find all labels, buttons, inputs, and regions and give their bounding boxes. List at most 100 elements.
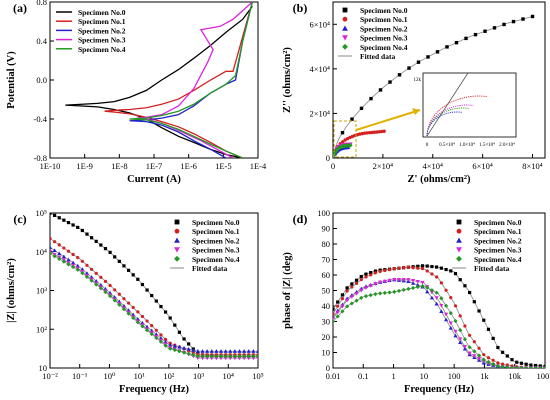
data-point [443, 312, 449, 317]
data-point [214, 354, 219, 359]
data-point [50, 236, 52, 241]
data-point [345, 286, 349, 290]
data-point [354, 278, 359, 282]
y-tick-label: 80 [322, 239, 331, 249]
data-point [435, 275, 439, 279]
x-tick-label: 10² [163, 371, 175, 381]
data-point [411, 266, 415, 270]
data-point [505, 354, 509, 358]
fitted-line [333, 265, 545, 367]
data-point [388, 80, 392, 84]
data-point [467, 351, 472, 356]
data-point [435, 265, 439, 269]
data-point [186, 346, 191, 351]
x-tick-label: 1E-4 [250, 161, 267, 171]
data-point [71, 223, 75, 227]
series-line [129, 2, 253, 158]
data-point [521, 17, 525, 21]
data-point [406, 286, 411, 291]
series-line [129, 2, 253, 158]
data-point [172, 343, 177, 348]
data-point [430, 272, 434, 276]
data-point [342, 25, 348, 31]
inset-x-tick: 0.5×10⁴ [439, 142, 455, 148]
data-point [251, 349, 256, 353]
data-point [135, 320, 140, 325]
data-point [340, 304, 345, 309]
data-point [94, 239, 98, 243]
legend-label: Specimen No.4 [474, 255, 522, 264]
data-point [491, 361, 496, 367]
data-point [350, 282, 354, 286]
y-tick-label: 70 [322, 255, 331, 265]
series-line [65, 5, 253, 158]
data-point [519, 361, 524, 365]
data-point [342, 35, 348, 41]
data-point [462, 344, 468, 349]
fitted-line [333, 266, 545, 368]
data-point [354, 281, 359, 285]
data-point [75, 267, 80, 272]
zoom-box [333, 120, 357, 158]
data-point [501, 350, 505, 354]
y-tick-label: 10² [36, 324, 48, 334]
data-point [99, 275, 103, 279]
data-point [434, 290, 439, 295]
data-point [456, 247, 462, 253]
zoom-arrow [355, 109, 421, 131]
x-axis-label: Z' (ohms/cm²) [408, 174, 471, 185]
data-point [429, 295, 435, 300]
data-point [416, 60, 421, 64]
data-point [439, 266, 443, 270]
data-point [163, 337, 168, 342]
data-point [373, 292, 378, 297]
data-point [410, 281, 416, 285]
data-point [369, 273, 373, 277]
data-point [364, 275, 368, 279]
data-point [528, 365, 533, 368]
x-tick-label: 1E-6 [180, 161, 197, 171]
data-point [439, 281, 443, 285]
data-point [458, 278, 462, 282]
data-point [174, 247, 180, 253]
inset-frame [422, 72, 517, 138]
y-tick-label: 6×10⁴ [309, 19, 330, 29]
data-point [505, 365, 510, 368]
data-point [429, 288, 435, 293]
data-point [340, 309, 345, 314]
data-point [174, 255, 180, 262]
y-tick-label: 60 [322, 270, 331, 280]
data-point [373, 269, 377, 273]
data-point [168, 316, 172, 320]
data-point [486, 359, 491, 365]
y-tick-label: 30 [322, 317, 331, 327]
data-point [369, 96, 373, 101]
data-point [378, 280, 383, 285]
data-point [85, 232, 89, 236]
data-point [340, 130, 345, 135]
data-point [463, 324, 467, 328]
data-point [191, 348, 196, 352]
data-point [66, 257, 71, 262]
data-point [126, 268, 131, 272]
data-point [542, 365, 545, 368]
data-point [177, 349, 182, 354]
data-point [94, 271, 98, 275]
data-point [387, 267, 392, 272]
data-point [462, 337, 468, 342]
legend-label: Specimen No.1 [78, 17, 126, 26]
data-point [342, 16, 348, 22]
data-point [443, 303, 449, 308]
data-point [387, 278, 392, 283]
y-axis-label: Potential (V) [6, 51, 17, 109]
data-point [458, 314, 462, 318]
data-point [232, 354, 237, 359]
data-point [502, 22, 506, 27]
data-point [177, 344, 182, 349]
legend-label: Fitted data [474, 264, 509, 273]
data-point [57, 256, 62, 262]
legend-label: Specimen No.4 [360, 43, 408, 52]
data-point [333, 316, 336, 321]
legend-label: Specimen No.3 [192, 246, 240, 255]
legend-label: Specimen No.0 [474, 218, 522, 227]
